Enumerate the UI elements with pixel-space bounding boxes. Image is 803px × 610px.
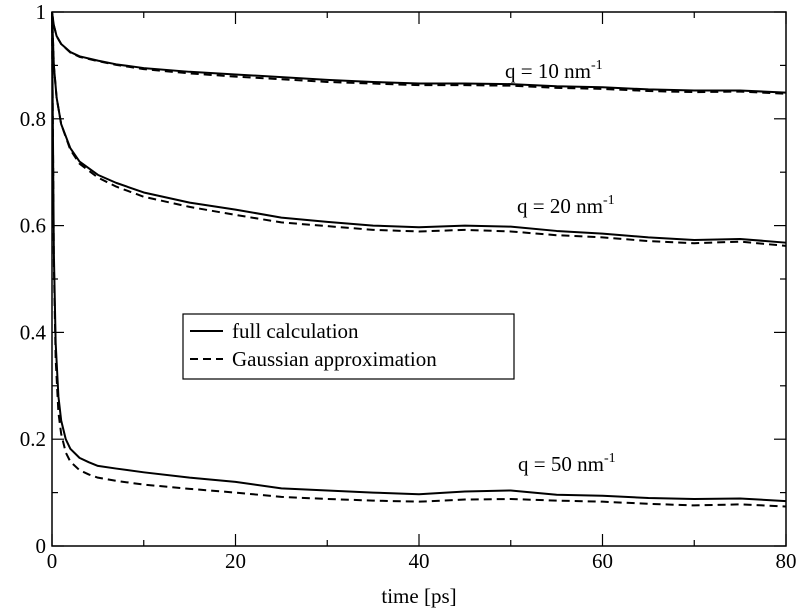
legend: full calculation Gaussian approximation: [182, 313, 515, 380]
y-tick-label: 1: [36, 0, 47, 24]
series-line-q10-solid: [51, 11, 787, 94]
y-tick-label: 0.2: [20, 427, 46, 451]
y-tick-label: 0: [36, 534, 47, 558]
series-line-q50-solid: [51, 11, 787, 503]
x-tick-label: 80: [776, 549, 797, 573]
annotation-q20: q = 20 nm-1: [517, 193, 615, 218]
x-axis-title: time [ps]: [381, 584, 456, 608]
series-line-q50-dashed: [51, 11, 787, 508]
plot-lines: [51, 11, 787, 508]
series-line-q10-dashed: [51, 11, 787, 95]
x-tick-label: 20: [225, 549, 246, 573]
legend-box: [182, 313, 515, 380]
legend-label-gaussian: Gaussian approximation: [232, 347, 437, 371]
axis-ticks: 0 20 40 60 80 0 0.2 0.4 0.6 0.8 1: [20, 0, 797, 573]
legend-label-full: full calculation: [232, 319, 359, 343]
y-tick-label: 0.6: [20, 214, 46, 238]
x-tick-label: 60: [592, 549, 613, 573]
series-line-q20-dashed: [51, 11, 787, 247]
x-tick-label: 40: [409, 549, 430, 573]
annotation-q50: q = 50 nm-1: [518, 451, 616, 476]
annotation-q10: q = 10 nm-1: [505, 58, 603, 83]
x-tick-label: 0: [47, 549, 58, 573]
y-tick-label: 0.8: [20, 107, 46, 131]
y-tick-label: 0.4: [20, 320, 47, 344]
series-line-q20-solid: [51, 11, 787, 244]
